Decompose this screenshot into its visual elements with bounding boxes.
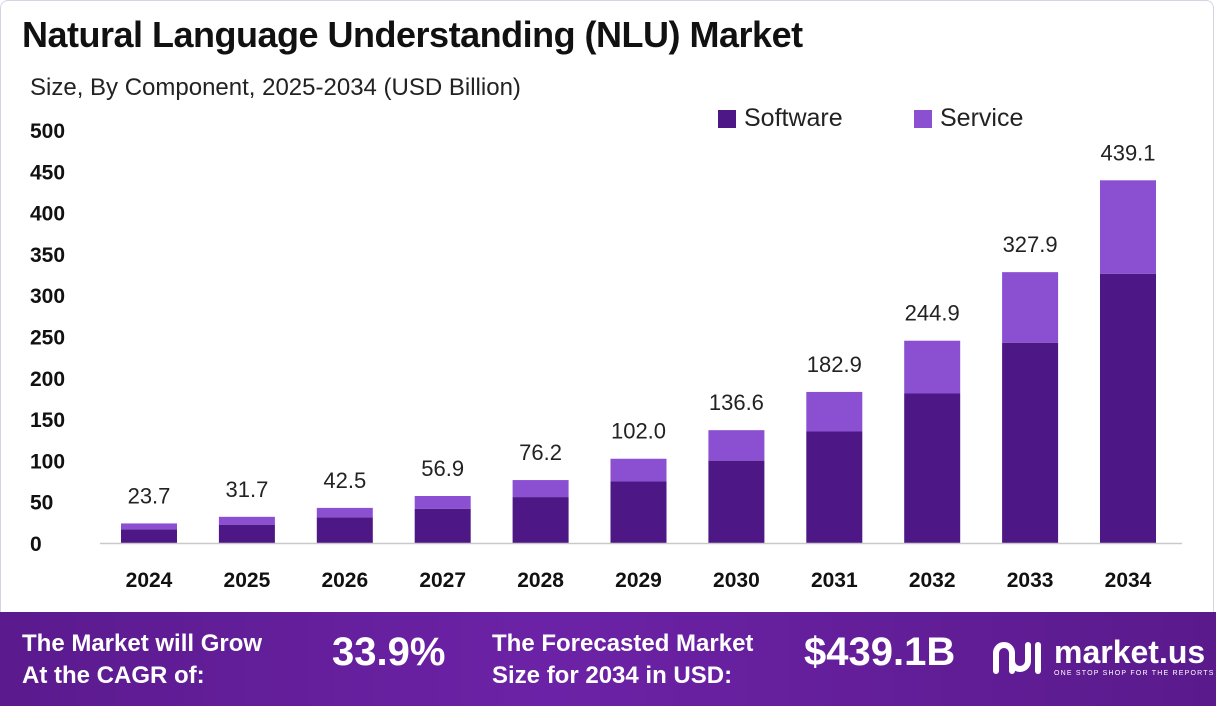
chart-title: Natural Language Understanding (NLU) Mar… (22, 14, 803, 55)
bar-software-2034 (1100, 273, 1156, 543)
bars (121, 180, 1156, 543)
bar-service-2032 (904, 340, 961, 394)
x-tick-label-2025: 2025 (224, 569, 271, 592)
bar-software-2032 (904, 393, 961, 543)
forecast-label-line1: The Forecasted Market (492, 630, 754, 657)
legend-swatch-service (914, 109, 932, 128)
x-tick-label-2033: 2033 (1007, 569, 1054, 592)
total-label-2032: 244.9 (905, 301, 960, 326)
legend-label-software: Software (744, 104, 843, 132)
y-tick-label: 150 (30, 409, 65, 432)
legend-label-service: Service (940, 104, 1024, 132)
bar-software-2027 (414, 508, 471, 543)
bar-software-2025 (218, 524, 275, 543)
bar-service-2030 (708, 430, 765, 461)
x-tick-label-2028: 2028 (517, 569, 564, 592)
bar-software-2026 (316, 517, 373, 543)
legend-item-software: Software (718, 104, 843, 133)
total-label-2024: 23.7 (128, 483, 171, 508)
y-tick-label: 100 (30, 450, 65, 473)
bar-service-2034 (1100, 180, 1156, 274)
total-label-2029: 102.0 (611, 419, 666, 444)
total-label-2034: 439.1 (1100, 140, 1155, 165)
bar-software-2031 (806, 431, 863, 543)
bar-chart: 0 50 100 150 200 250 300 350 400 450 500 23.7 31.7 4… (30, 120, 1182, 592)
y-tick-label: 200 (30, 368, 65, 391)
bar-service-2024 (121, 523, 177, 530)
x-tick-label-2034: 2034 (1105, 569, 1152, 592)
cagr-label: The Market will Grow At the CAGR of: (22, 628, 262, 692)
y-tick-label: 400 (30, 203, 65, 226)
x-tick-label-2032: 2032 (909, 569, 956, 592)
bar-service-2033 (1002, 272, 1059, 343)
bar-service-2027 (414, 496, 471, 509)
bar-software-2028 (512, 497, 569, 543)
y-tick-label: 250 (30, 327, 65, 350)
total-label-2031: 182.9 (807, 352, 862, 377)
brand-tagline: ONE STOP SHOP FOR THE REPORTS (1054, 670, 1215, 677)
bar-software-2024 (121, 529, 177, 543)
total-label-2030: 136.6 (709, 390, 764, 415)
y-tick-label: 50 (30, 492, 53, 515)
bar-software-2029 (610, 481, 667, 543)
x-tick-label-2030: 2030 (713, 569, 760, 592)
bar-service-2026 (316, 507, 373, 518)
y-tick-label: 0 (30, 533, 42, 556)
cagr-value: 33.9% (332, 630, 446, 674)
forecast-value: $439.1B (804, 630, 956, 674)
legend-swatch-software (718, 109, 736, 128)
y-tick-label: 500 (30, 120, 65, 143)
total-label-2033: 327.9 (1003, 232, 1058, 257)
bar-service-2025 (218, 516, 275, 525)
forecast-label-line2: Size for 2034 in USD: (492, 662, 733, 689)
y-tick-label: 450 (30, 161, 65, 184)
bar-service-2028 (512, 480, 569, 498)
bar-software-2033 (1002, 342, 1059, 543)
x-tick-label-2029: 2029 (615, 569, 662, 592)
total-label-2026: 42.5 (323, 468, 366, 493)
footer-banner: The Market will Grow At the CAGR of: 33.… (0, 612, 1216, 706)
chart-subtitle: Size, By Component, 2025-2034 (USD Billi… (30, 74, 521, 101)
bar-service-2031 (806, 391, 863, 432)
bar-service-2029 (610, 458, 667, 482)
forecast-label: The Forecasted Market Size for 2034 in U… (492, 628, 753, 692)
x-tick-label-2026: 2026 (321, 569, 368, 592)
legend-item-service: Service (914, 104, 1023, 133)
brand-name: market.us (1054, 634, 1206, 670)
x-tick-label-2027: 2027 (419, 569, 466, 592)
total-label-2028: 76.2 (519, 440, 562, 465)
y-tick-label: 300 (30, 285, 65, 308)
cagr-label-line1: The Market will Grow (22, 630, 263, 657)
bar-software-2030 (708, 460, 765, 543)
market-us-logo-icon (993, 641, 1041, 674)
cagr-label-line2: At the CAGR of: (22, 662, 205, 689)
x-axis-labels: 2024 2025 2026 2027 2028 2029 2030 2031 2032 2033… (126, 569, 1152, 592)
total-labels: 23.7 31.7 42.5 56.9 76.2 102.0 136.6 182.9 244.9… (128, 140, 1156, 508)
x-tick-label-2031: 2031 (811, 569, 858, 592)
y-axis-labels: 0 50 100 150 200 250 300 350 400 450 500 (30, 120, 65, 556)
brand: market.us ONE STOP SHOP FOR THE REPORTS (992, 636, 1215, 677)
total-label-2027: 56.9 (421, 456, 464, 481)
total-label-2025: 31.7 (225, 477, 268, 502)
y-tick-label: 350 (30, 244, 65, 267)
x-tick-label-2024: 2024 (126, 569, 173, 592)
